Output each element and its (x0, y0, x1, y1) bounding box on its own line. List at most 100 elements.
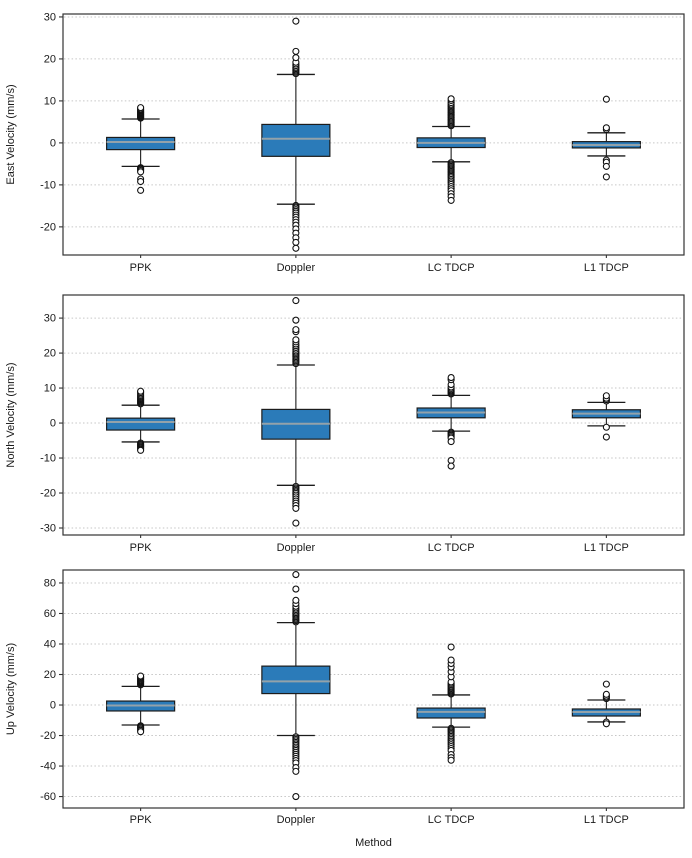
outlier-point (137, 186, 145, 194)
outlier-point (137, 177, 145, 186)
y-tick-label: -40 (40, 761, 56, 773)
y-tick-label: 20 (44, 53, 56, 65)
outlier-point (602, 680, 610, 688)
box-group-ppk (106, 672, 176, 736)
box-group-lc-tdcp (416, 95, 486, 204)
y-tick-label: 10 (44, 383, 56, 395)
iqr-box (106, 136, 176, 151)
y-axis-label: North Velocity (mm/s) (5, 362, 17, 467)
outlier-point (602, 95, 610, 103)
outlier-point (292, 596, 300, 604)
outlier-point (602, 162, 610, 170)
outlier-point (447, 656, 455, 664)
box-group-l1-tdcp (571, 680, 641, 728)
y-tick-label: 10 (44, 95, 56, 107)
x-category-label: LC TDCP (428, 542, 475, 554)
outlier-point (137, 446, 145, 454)
outlier-point (447, 374, 455, 382)
y-tick-label: 30 (44, 313, 56, 325)
iqr-box (261, 123, 331, 157)
outlier-point (292, 316, 300, 324)
outlier-point (447, 756, 455, 764)
outlier-point (292, 54, 300, 62)
iqr-box (106, 417, 176, 431)
box-group-ppk (106, 104, 176, 194)
y-tick-label: 30 (44, 11, 56, 23)
outlier-point (137, 672, 145, 680)
box-group-ppk (106, 387, 176, 454)
outlier-point (137, 387, 145, 395)
outlier-point (292, 767, 300, 775)
x-axis-label: Method (355, 837, 392, 849)
outlier-point (602, 173, 610, 181)
x-category-label: L1 TDCP (584, 542, 629, 554)
outlier-point (292, 585, 300, 593)
outlier-point (292, 336, 300, 344)
outlier-point (292, 504, 300, 512)
x-category-label: Doppler (277, 542, 316, 554)
iqr-box (261, 665, 331, 695)
plot-frame (62, 13, 685, 256)
y-tick-label: -20 (40, 730, 56, 742)
outlier-point (447, 196, 455, 204)
outlier-point (447, 643, 455, 651)
plot-frame (62, 569, 685, 809)
outlier-point (447, 95, 455, 103)
y-tick-label: 80 (44, 577, 56, 589)
y-tick-label: -20 (40, 221, 56, 233)
outlier-point (602, 392, 610, 400)
y-tick-label: -30 (40, 523, 56, 535)
panel-east-velocity: -20 -10 0 10 20 30 PPK Doppler LC TDCP L1 TDCP Eas… (5, 11, 685, 274)
y-tick-label: 20 (44, 669, 56, 681)
box-group-doppler (261, 571, 331, 801)
x-category-label: L1 TDCP (584, 262, 629, 274)
x-category-label: PPK (130, 262, 153, 274)
iqr-box (416, 707, 486, 719)
y-tick-label: 0 (50, 137, 56, 149)
outlier-point (292, 571, 300, 579)
outlier-point (447, 462, 455, 470)
outlier-point (602, 690, 610, 698)
outlier-point (292, 519, 300, 527)
x-category-label: LC TDCP (428, 814, 475, 826)
outlier-point (602, 124, 610, 132)
y-tick-label: -60 (40, 791, 56, 803)
outlier-point (602, 433, 610, 441)
outlier-point (292, 238, 300, 246)
y-tick-label: 40 (44, 638, 56, 650)
x-category-label: Doppler (277, 814, 316, 826)
outlier-point (292, 47, 300, 55)
y-axis-label: Up Velocity (mm/s) (5, 643, 17, 735)
x-category-label: PPK (130, 814, 153, 826)
outlier-point (137, 104, 145, 112)
box-group-lc-tdcp (416, 374, 486, 470)
panel-up-velocity: -60 -40 -20 0 20 40 60 80 PPK Doppler LC TDCP L1 TD… (5, 569, 685, 849)
y-tick-label: -20 (40, 488, 56, 500)
panel-north-velocity: -30 -20 -10 0 10 20 30 PPK Doppler LC TDCP L1 TDCP… (5, 294, 685, 554)
y-tick-label: 0 (50, 700, 56, 712)
outlier-point (292, 793, 300, 801)
x-category-label: L1 TDCP (584, 814, 629, 826)
outlier-point (137, 168, 145, 176)
outlier-point (292, 17, 300, 25)
outlier-point (137, 728, 145, 736)
outlier-point (292, 326, 300, 334)
box-group-lc-tdcp (416, 643, 486, 764)
x-category-label: Doppler (277, 262, 316, 274)
y-tick-label: 0 (50, 418, 56, 430)
outlier-point (292, 297, 300, 305)
outlier-point (292, 244, 300, 252)
outlier-point (447, 438, 455, 446)
box-group-l1-tdcp (571, 95, 641, 181)
box-group-doppler (261, 17, 331, 252)
x-category-label: PPK (130, 542, 153, 554)
box-group-doppler (261, 297, 331, 527)
y-tick-label: -10 (40, 453, 56, 465)
outlier-point (602, 720, 610, 728)
x-category-label: LC TDCP (428, 262, 475, 274)
box-group-l1-tdcp (571, 392, 641, 441)
y-tick-label: 20 (44, 348, 56, 360)
y-tick-label: 60 (44, 608, 56, 620)
y-tick-label: -10 (40, 179, 56, 191)
